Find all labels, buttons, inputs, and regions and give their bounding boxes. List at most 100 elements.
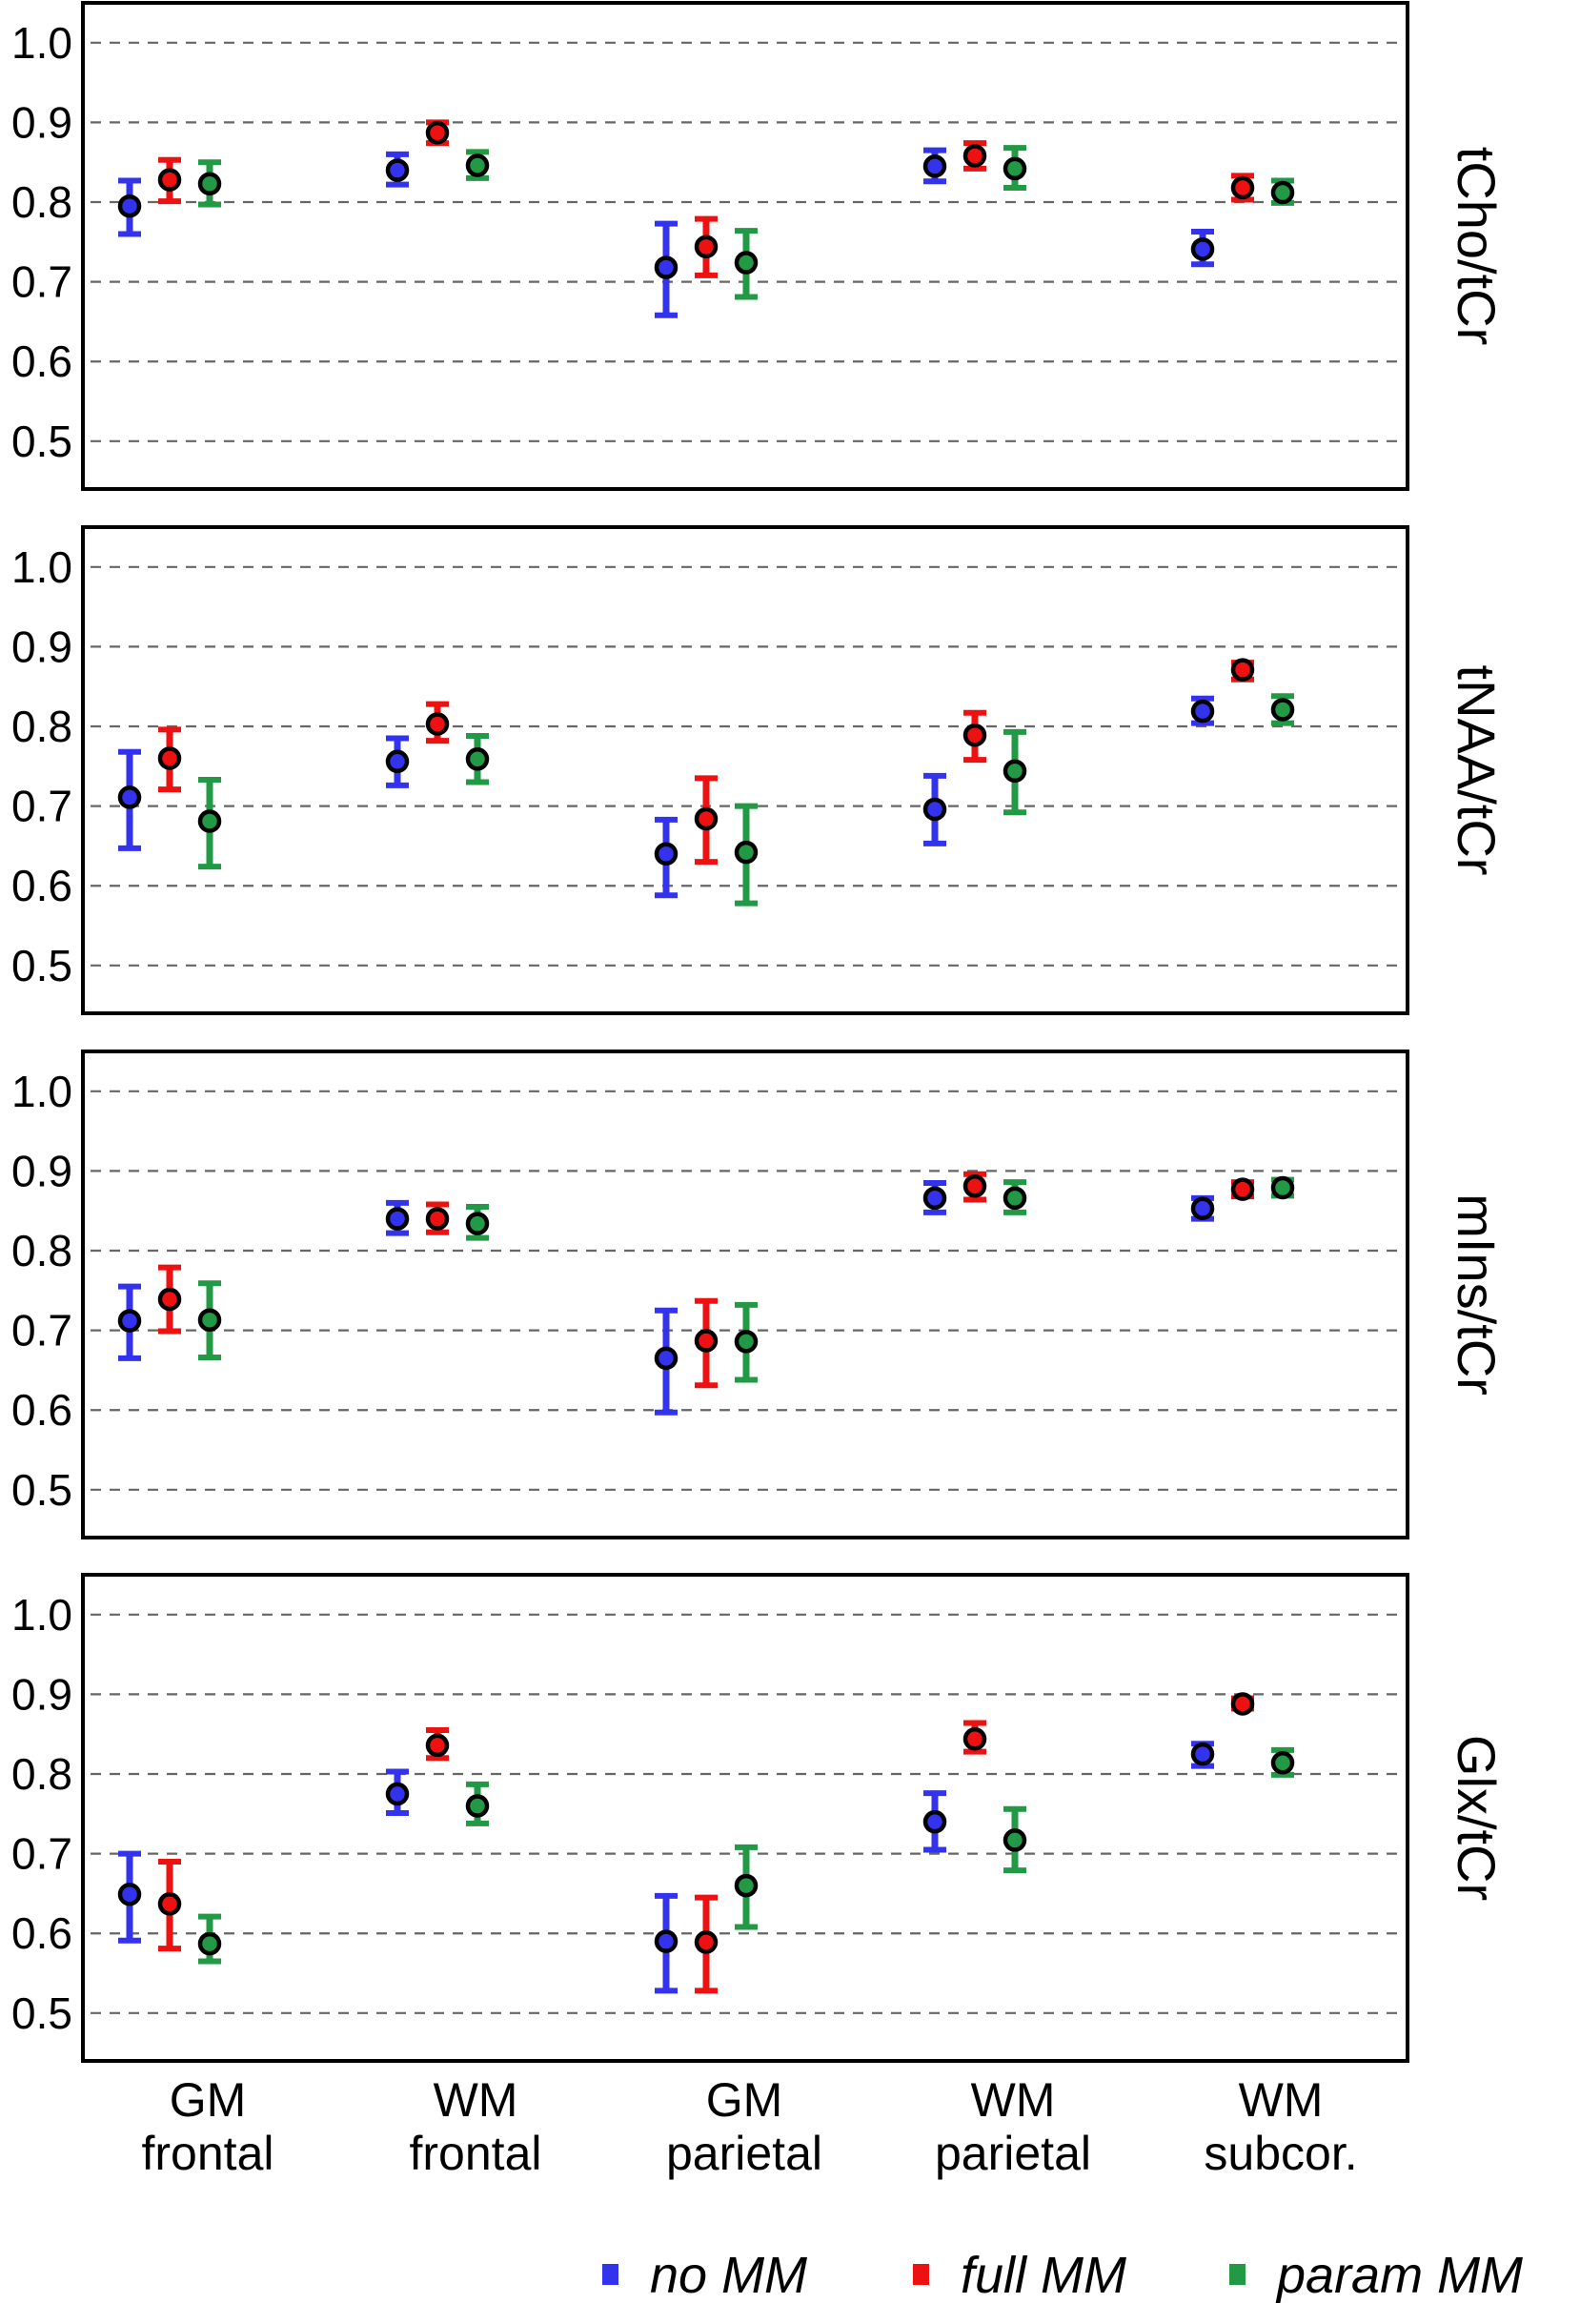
data-point	[425, 1733, 450, 1758]
x-tick-label: parietal	[935, 2127, 1091, 2180]
legend-swatch	[913, 2264, 929, 2285]
data-point	[1190, 1742, 1215, 1766]
data-point	[1003, 1186, 1027, 1211]
data-point	[962, 144, 987, 168]
data-point	[734, 1873, 759, 1898]
x-tick-label: subcor.	[1204, 2127, 1357, 2180]
y-tick-label: 1.0	[11, 18, 72, 68]
y-tick-label: 0.7	[11, 1306, 72, 1356]
y-tick-label: 0.5	[11, 417, 72, 466]
data-point	[117, 194, 142, 218]
data-point	[117, 1883, 142, 1906]
y-tick-label: 0.8	[11, 702, 72, 751]
data-point	[425, 1207, 450, 1231]
data-point	[157, 746, 182, 770]
panel-frame	[81, 1573, 1409, 2063]
data-point	[694, 234, 719, 259]
data-point	[922, 797, 947, 822]
data-point	[654, 1929, 679, 1953]
x-tick-label: WM	[1239, 2073, 1324, 2127]
x-tick-label: frontal	[410, 2127, 542, 2180]
data-point	[654, 1346, 679, 1371]
y-tick-label: 0.7	[11, 1829, 72, 1879]
data-point	[1190, 1196, 1215, 1220]
x-tick-label: WM	[971, 2073, 1056, 2127]
y-tick-label: 0.9	[11, 1669, 72, 1719]
y-tick-label: 0.9	[11, 1146, 72, 1195]
data-point	[1003, 1828, 1027, 1852]
data-point	[465, 1212, 490, 1235]
data-point	[197, 809, 222, 833]
x-tick-label: parietal	[666, 2127, 822, 2180]
data-point	[1003, 759, 1027, 784]
data-point	[1190, 699, 1215, 724]
y-tick-label: 0.7	[11, 257, 72, 307]
data-point	[962, 1726, 987, 1751]
y-tick-label: 0.8	[11, 1749, 72, 1799]
data-point	[1270, 180, 1295, 205]
data-point	[1230, 175, 1255, 200]
panel-frame	[81, 1050, 1409, 1539]
panel-label: mIns/tCr	[1447, 1193, 1507, 1396]
panel-label: tNAA/tCr	[1447, 665, 1507, 876]
data-point	[157, 168, 182, 192]
data-point	[425, 712, 450, 736]
data-point	[1270, 1175, 1295, 1200]
x-tick-label: WM	[434, 2073, 518, 2127]
y-tick-label: 1.0	[11, 1590, 72, 1640]
y-tick-label: 0.6	[11, 1385, 72, 1435]
legend-label: full MM	[961, 2247, 1126, 2304]
panel-frame	[81, 525, 1409, 1015]
data-point	[385, 749, 410, 774]
data-point	[157, 1287, 182, 1312]
data-point	[385, 1782, 410, 1806]
data-point	[734, 251, 759, 275]
y-tick-label: 0.9	[11, 97, 72, 147]
data-point	[1270, 1751, 1295, 1775]
x-tick-label: GM	[706, 2073, 783, 2127]
data-point	[734, 840, 759, 865]
data-point	[694, 1930, 719, 1954]
y-tick-label: 0.5	[11, 941, 72, 990]
data-point	[197, 1931, 222, 1956]
y-tick-label: 0.5	[11, 1465, 72, 1515]
data-point	[922, 1809, 947, 1834]
x-tick-label: frontal	[142, 2127, 274, 2180]
y-tick-label: 0.9	[11, 622, 72, 671]
y-tick-label: 0.8	[11, 1226, 72, 1275]
x-tick-label: GM	[170, 2073, 247, 2127]
data-point	[197, 1308, 222, 1333]
data-point	[1230, 1177, 1255, 1201]
y-tick-label: 1.0	[11, 542, 72, 592]
data-point	[197, 172, 222, 196]
data-point	[1003, 156, 1027, 181]
y-tick-label: 0.7	[11, 782, 72, 831]
data-point	[922, 1186, 947, 1211]
data-point	[1230, 1692, 1255, 1716]
y-tick-label: 0.5	[11, 1988, 72, 2038]
data-point	[654, 255, 679, 279]
y-tick-label: 0.6	[11, 861, 72, 910]
data-point	[157, 1892, 182, 1916]
data-point	[962, 1174, 987, 1198]
data-point	[465, 747, 490, 771]
legend-label: no MM	[650, 2247, 807, 2304]
data-point	[425, 121, 450, 145]
panel-frame	[81, 1, 1409, 491]
data-point	[117, 785, 142, 809]
data-point	[922, 154, 947, 178]
y-tick-label: 0.8	[11, 177, 72, 227]
data-point	[465, 1794, 490, 1818]
y-tick-label: 0.6	[11, 1908, 72, 1958]
data-point	[117, 1309, 142, 1333]
data-point	[1230, 658, 1255, 682]
legend-swatch	[1229, 2264, 1246, 2285]
data-point	[1190, 237, 1215, 261]
y-tick-label: 0.6	[11, 336, 72, 386]
data-point	[962, 723, 987, 747]
data-point	[1270, 698, 1295, 722]
panel-label: Glx/tCr	[1447, 1735, 1507, 1901]
panel-label: tCho/tCr	[1447, 147, 1507, 346]
